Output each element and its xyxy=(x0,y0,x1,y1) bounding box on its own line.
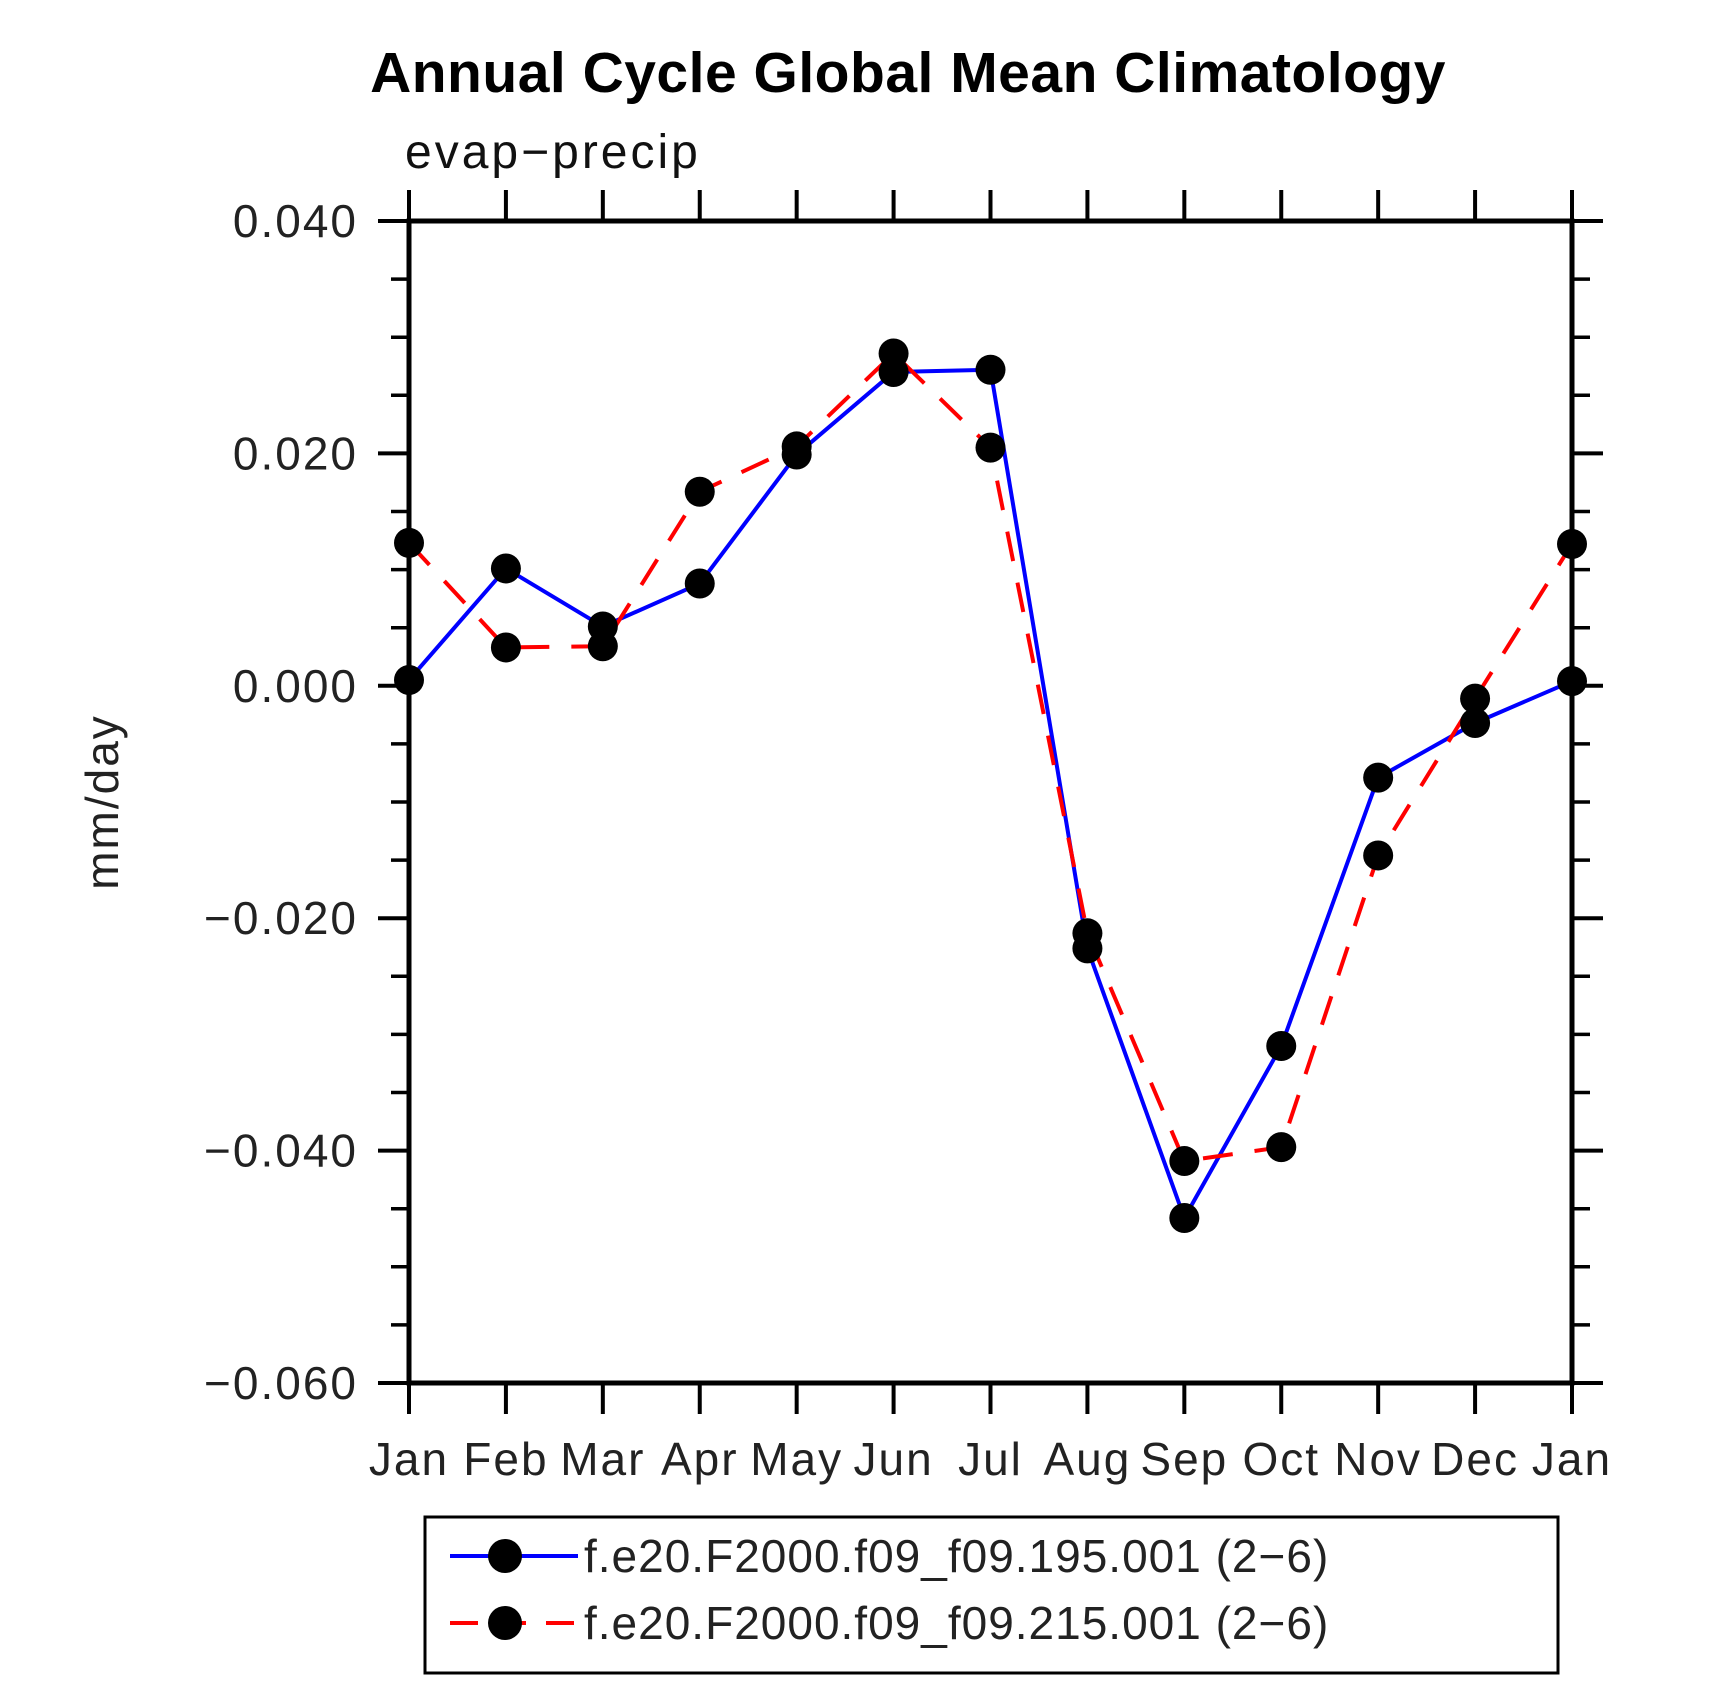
data-point-series2-Dec xyxy=(1460,683,1491,714)
x-tick-label: Dec xyxy=(1431,1433,1519,1485)
data-point-series2-Oct xyxy=(1266,1132,1297,1163)
data-point-series2-Feb xyxy=(490,632,521,663)
y-tick-label: −0.040 xyxy=(204,1125,358,1177)
data-point-series1-Jul xyxy=(975,354,1006,385)
data-point-series2-May xyxy=(781,431,812,462)
y-tick-label: −0.020 xyxy=(204,892,358,944)
x-tick-label: May xyxy=(750,1433,843,1485)
y-tick-label: 0.040 xyxy=(233,195,358,247)
plot-frame xyxy=(406,218,1575,1386)
data-point-series2-Jul xyxy=(975,432,1006,463)
x-tick-label: Sep xyxy=(1140,1433,1228,1485)
data-point-series2-Nov xyxy=(1363,840,1394,871)
y-axis-label: mm/day xyxy=(76,714,128,890)
data-point-series1-Jan xyxy=(1557,666,1587,697)
data-point-series2-Sep xyxy=(1169,1146,1200,1177)
chart-title: Annual Cycle Global Mean Climatology xyxy=(370,41,1446,105)
x-tick-label: Jun xyxy=(853,1433,933,1485)
x-tick-label: Jan xyxy=(1532,1433,1612,1485)
x-tick-label: Apr xyxy=(661,1433,739,1485)
legend-marker-series2-icon xyxy=(488,1606,522,1640)
y-tick-label: 0.020 xyxy=(233,427,358,479)
legend-marker-series1-icon xyxy=(488,1539,522,1573)
data-point-series1-Jan xyxy=(394,664,424,695)
y-tick-label: −0.060 xyxy=(204,1357,358,1409)
x-tick-label: Aug xyxy=(1043,1433,1131,1485)
data-point-series1-Apr xyxy=(684,568,715,599)
data-point-series1-Oct xyxy=(1266,1031,1297,1062)
data-point-series1-Nov xyxy=(1363,762,1394,793)
y-tick-label: 0.000 xyxy=(233,660,358,712)
data-point-series1-Dec xyxy=(1460,707,1491,738)
data-point-series2-Jan xyxy=(1557,529,1587,560)
data-series xyxy=(394,338,1587,1233)
data-point-series2-Apr xyxy=(684,476,715,507)
x-tick-label: Feb xyxy=(463,1433,548,1485)
data-point-series2-Jan xyxy=(394,527,424,558)
x-tick-label: Jan xyxy=(369,1433,449,1485)
data-point-series2-Jun xyxy=(878,338,909,369)
data-point-series1-Sep xyxy=(1169,1202,1200,1233)
x-tick-label: Jul xyxy=(958,1433,1023,1485)
chart-subtitle: evap−precip xyxy=(405,126,701,179)
data-point-series2-Mar xyxy=(587,631,618,662)
legend: f.e20.F2000.f09_f09.195.001 (2−6) f.e20.… xyxy=(423,1515,1560,1675)
legend-label-series1: f.e20.F2000.f09_f09.195.001 (2−6) xyxy=(584,1530,1329,1582)
data-point-series2-Aug xyxy=(1072,918,1103,949)
legend-label-series2: f.e20.F2000.f09_f09.215.001 (2−6) xyxy=(584,1597,1329,1649)
x-tick-label: Mar xyxy=(560,1433,645,1485)
x-tick-label: Oct xyxy=(1242,1433,1320,1485)
series-line-1 xyxy=(407,367,1573,1220)
series-line-2 xyxy=(407,351,1574,1164)
legend-box xyxy=(423,1515,1560,1675)
x-tick-label: Nov xyxy=(1334,1433,1422,1485)
data-point-series1-Feb xyxy=(490,553,521,584)
